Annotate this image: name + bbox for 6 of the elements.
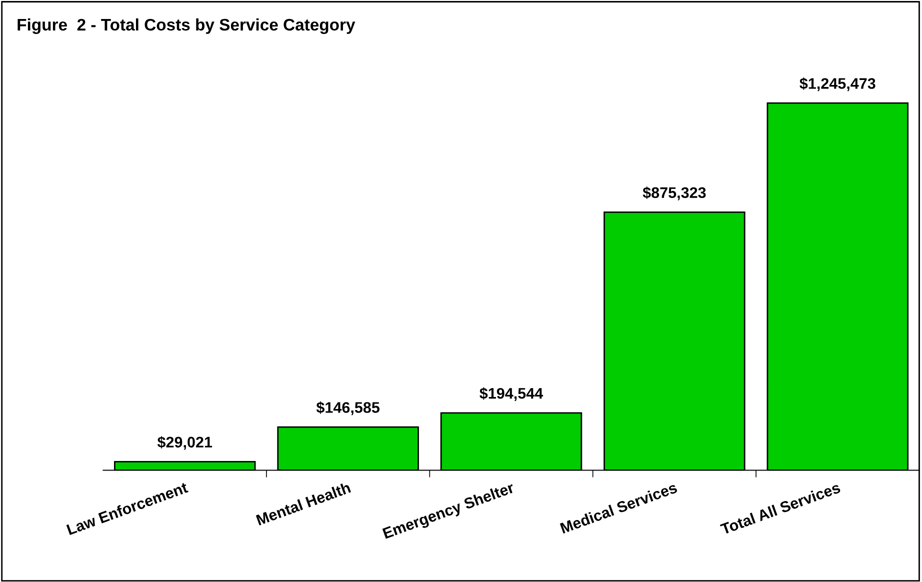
data-label: $875,323 [642, 186, 706, 200]
data-label: $146,585 [316, 401, 380, 416]
data-label: $194,544 [480, 387, 544, 401]
chart-title: Figure 2 - Total Costs by Service Category [18, 18, 356, 34]
data-label: $29,021 [157, 436, 212, 450]
data-label: $1,245,473 [800, 77, 876, 92]
